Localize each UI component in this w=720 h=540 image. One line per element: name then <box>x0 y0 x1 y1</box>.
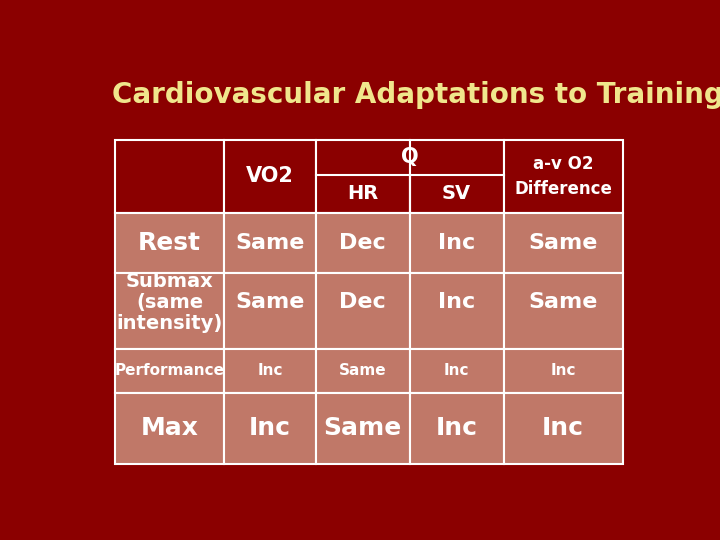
Text: Inc: Inc <box>551 363 576 378</box>
Text: Submax
(same
intensity): Submax (same intensity) <box>117 272 222 333</box>
Bar <box>410 393 503 464</box>
Text: Same: Same <box>235 292 305 313</box>
Text: SV: SV <box>442 184 471 203</box>
Bar <box>315 140 410 213</box>
Text: Max: Max <box>140 416 199 440</box>
Text: Same: Same <box>528 233 598 253</box>
Text: Dec: Dec <box>339 233 386 253</box>
Text: Inc: Inc <box>438 233 475 253</box>
Bar <box>115 213 225 273</box>
Bar <box>115 393 225 464</box>
Bar <box>503 273 623 349</box>
Bar <box>315 349 410 393</box>
Text: Same: Same <box>339 363 387 378</box>
Text: a-v O2
Difference: a-v O2 Difference <box>514 154 612 198</box>
Text: HR: HR <box>347 184 378 203</box>
Text: Dec: Dec <box>339 292 386 313</box>
Bar <box>503 393 623 464</box>
Bar <box>115 273 225 349</box>
Text: Same: Same <box>323 416 402 440</box>
Text: Inc: Inc <box>542 416 584 440</box>
Text: Inc: Inc <box>257 363 283 378</box>
Bar <box>410 273 503 349</box>
Bar <box>503 349 623 393</box>
Bar <box>225 349 315 393</box>
Bar <box>503 213 623 273</box>
Text: Inc: Inc <box>444 363 469 378</box>
Bar <box>115 349 225 393</box>
Text: Cardiovascular Adaptations to Training: Cardiovascular Adaptations to Training <box>112 82 720 110</box>
Text: Inc: Inc <box>249 416 291 440</box>
Bar <box>503 140 623 213</box>
Text: Performance: Performance <box>114 363 225 378</box>
Text: Inc: Inc <box>436 416 477 440</box>
Bar <box>315 393 410 464</box>
Text: Same: Same <box>235 233 305 253</box>
Text: Same: Same <box>528 292 598 313</box>
Bar <box>225 393 315 464</box>
Bar <box>410 349 503 393</box>
Bar <box>225 140 315 213</box>
Bar <box>315 273 410 349</box>
Text: Rest: Rest <box>138 231 201 255</box>
Text: Inc: Inc <box>438 292 475 313</box>
Text: Q: Q <box>401 147 418 167</box>
Bar <box>410 213 503 273</box>
Bar <box>225 273 315 349</box>
Bar <box>410 140 503 213</box>
Bar <box>115 140 225 213</box>
Bar <box>315 213 410 273</box>
Text: VO2: VO2 <box>246 166 294 186</box>
Bar <box>225 213 315 273</box>
